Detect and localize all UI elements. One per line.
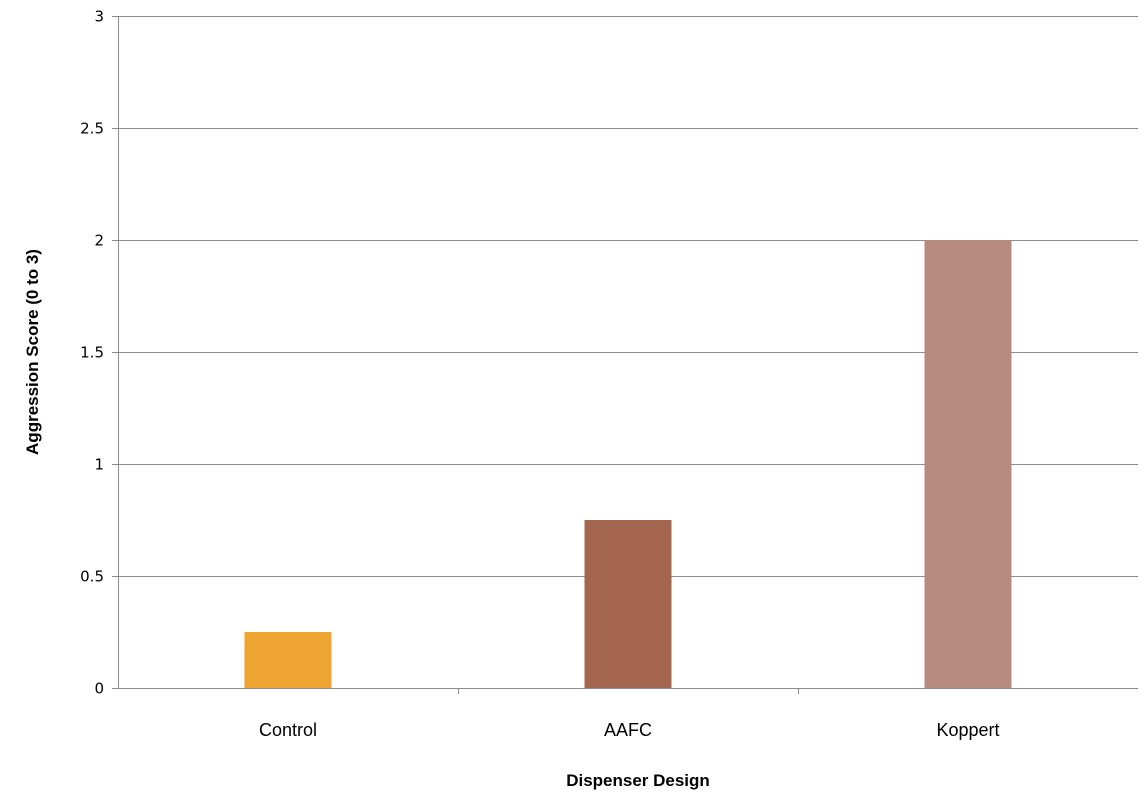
y-tick-label: 0.5 — [80, 568, 104, 586]
y-axis-title: Aggression Score (0 to 3) — [23, 249, 42, 455]
x-tick-label: AAFC — [604, 720, 652, 740]
bars — [244, 240, 1012, 688]
y-tick-label: 2.5 — [80, 120, 104, 138]
x-tick-label: Koppert — [936, 720, 999, 740]
y-tick-labels: 0 0.5 1 1.5 2 2.5 3 — [80, 8, 104, 698]
axes — [112, 16, 1138, 694]
y-tick-label: 3 — [94, 8, 104, 26]
x-tick-label: Control — [259, 720, 317, 740]
y-tick-label: 1 — [94, 456, 104, 474]
y-tick-label: 1.5 — [80, 344, 104, 362]
y-tick-label: 0 — [94, 680, 104, 698]
bar-koppert — [924, 240, 1012, 688]
y-tick-label: 2 — [94, 232, 104, 250]
x-axis-title: Dispenser Design — [566, 771, 710, 790]
bar-aafc — [584, 520, 672, 688]
bar-control — [244, 632, 332, 688]
x-tick-labels: Control AAFC Koppert — [259, 720, 1000, 740]
